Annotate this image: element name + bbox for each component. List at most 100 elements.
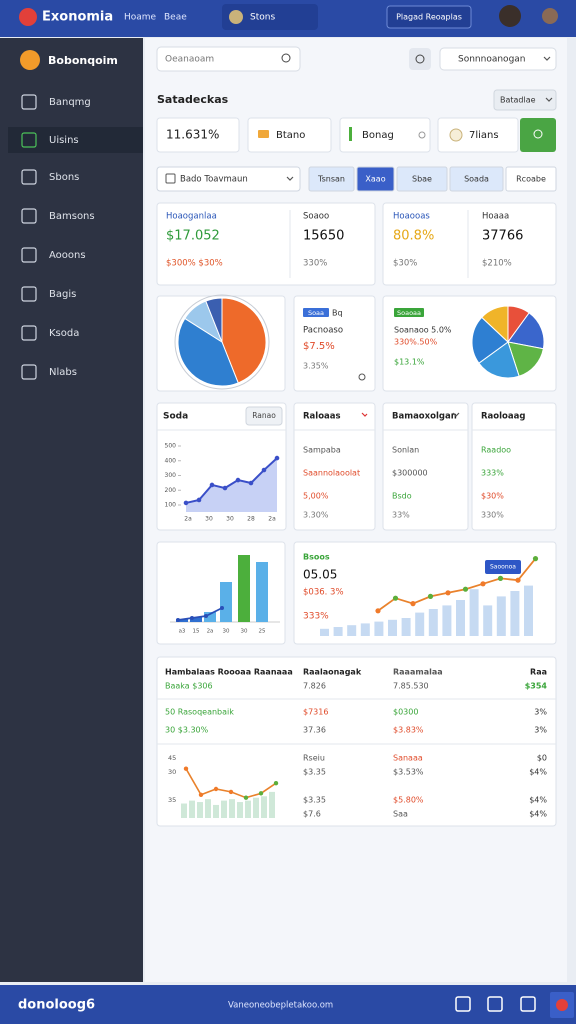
spark-label: 45 bbox=[168, 754, 176, 762]
cell: 333% bbox=[481, 469, 504, 478]
tab bbox=[356, 166, 395, 192]
cell: $0 bbox=[537, 754, 547, 763]
line bbox=[185, 457, 278, 504]
bar bbox=[190, 617, 202, 622]
point bbox=[497, 575, 504, 582]
menu-item[interactable]: Uisins bbox=[49, 135, 79, 146]
select bbox=[439, 47, 557, 71]
kpi-box bbox=[247, 117, 332, 153]
tab bbox=[505, 166, 557, 192]
menu-icon bbox=[21, 208, 37, 224]
bar bbox=[237, 802, 243, 818]
cell: Rseiu bbox=[303, 754, 325, 763]
bar bbox=[181, 803, 187, 818]
cell: 7.826 bbox=[303, 682, 326, 691]
tab-text[interactable]: Soada bbox=[464, 175, 489, 184]
column-head: Raoloaag bbox=[481, 412, 525, 422]
menu-item[interactable]: Bagis bbox=[49, 289, 76, 300]
select-text[interactable]: Sonnnoanogan bbox=[458, 55, 526, 65]
badge-text: Soaa bbox=[308, 309, 324, 317]
cell: Hambalaas Roooaa Raanaaa bbox=[165, 668, 293, 677]
card bbox=[382, 402, 469, 531]
y-tick-label: 300 bbox=[165, 472, 177, 479]
logo: Exonomia bbox=[42, 10, 113, 25]
point bbox=[228, 789, 234, 795]
menu-icon bbox=[21, 94, 37, 110]
badge bbox=[394, 308, 424, 317]
stat-label: Hoaaa bbox=[482, 212, 509, 222]
search-button bbox=[520, 118, 556, 152]
nav-link[interactable]: Beae bbox=[164, 13, 187, 23]
point bbox=[462, 586, 469, 592]
cell: 37.36 bbox=[303, 726, 326, 735]
cell: $300000 bbox=[392, 469, 428, 478]
x-tick-label: a3 bbox=[179, 629, 186, 635]
bar bbox=[245, 800, 251, 818]
icon-button bbox=[409, 48, 431, 70]
chart-button-text[interactable]: Ranao bbox=[252, 411, 276, 420]
footer-bar bbox=[0, 985, 576, 1024]
stat-sub: 330% bbox=[303, 259, 327, 269]
bar bbox=[483, 605, 493, 636]
stat-label: Hoaoganlaa bbox=[166, 212, 217, 222]
combo-sub: $036. 3% bbox=[303, 588, 344, 598]
menu-item[interactable]: Sbons bbox=[49, 172, 79, 183]
bar bbox=[229, 799, 235, 818]
nav-link[interactable]: Hoame bbox=[124, 13, 157, 23]
avatar bbox=[499, 5, 521, 27]
chart-button bbox=[245, 406, 283, 426]
cell: Saa bbox=[393, 810, 408, 819]
tab-text[interactable]: Sbae bbox=[412, 175, 432, 184]
menu-item[interactable]: Ksoda bbox=[49, 328, 79, 339]
cell: 3% bbox=[534, 708, 547, 717]
footer-icon[interactable] bbox=[455, 996, 471, 1012]
search-placeholder[interactable]: Oeanaoam bbox=[165, 55, 214, 65]
menu-item[interactable]: Nlabs bbox=[49, 367, 77, 378]
chevron bbox=[452, 412, 460, 417]
search-text[interactable]: Stons bbox=[250, 13, 275, 23]
cell: $0300 bbox=[393, 708, 418, 717]
bar bbox=[221, 800, 227, 818]
point bbox=[243, 795, 249, 800]
tab-text[interactable]: Tsnsan bbox=[317, 175, 345, 184]
bar bbox=[415, 612, 425, 636]
sidebar bbox=[0, 38, 143, 982]
tab bbox=[308, 166, 355, 192]
top-button-text[interactable]: Plagad Reoaplas bbox=[396, 13, 462, 22]
search-box bbox=[156, 46, 301, 72]
kpi-box bbox=[339, 117, 431, 153]
search-pill bbox=[222, 4, 318, 30]
cell: Raaamalaa bbox=[393, 668, 443, 677]
select-text[interactable]: Batadlae bbox=[500, 96, 536, 105]
cell: $3.53% bbox=[393, 768, 424, 777]
cell: 5,00% bbox=[303, 492, 329, 501]
menu-item[interactable]: Banqmg bbox=[49, 97, 91, 108]
card-line: Pacnoaso bbox=[303, 326, 343, 336]
footer-text: Vaneoneobepletakoo.om bbox=[228, 1001, 333, 1011]
point bbox=[222, 485, 228, 491]
filter-select bbox=[156, 166, 301, 192]
logo-icon bbox=[19, 8, 37, 26]
pie-ring bbox=[174, 294, 270, 390]
tab-text[interactable]: Rcoabe bbox=[516, 175, 546, 184]
bar bbox=[204, 612, 216, 622]
stat-label: Soaoo bbox=[303, 212, 329, 222]
filter-text[interactable]: Bado Toavmaun bbox=[180, 175, 248, 185]
x-tick-label: 30 bbox=[205, 516, 213, 523]
footer-icon[interactable] bbox=[520, 996, 536, 1012]
cell: Sampaba bbox=[303, 446, 341, 455]
x-tick-label: 30 bbox=[226, 516, 234, 523]
card-icon bbox=[358, 373, 366, 381]
column-head: Raloaas bbox=[303, 412, 341, 422]
card bbox=[156, 656, 557, 827]
bar bbox=[442, 605, 452, 636]
x-tick-label: 28 bbox=[247, 516, 255, 523]
tab-text[interactable]: Xaao bbox=[365, 175, 385, 184]
menu-icon bbox=[21, 286, 37, 302]
cell: $7.6 bbox=[303, 810, 321, 819]
footer-icon[interactable] bbox=[487, 996, 503, 1012]
tab bbox=[449, 166, 504, 192]
menu-item[interactable]: Bamsons bbox=[49, 211, 95, 222]
menu-item[interactable]: Aooons bbox=[49, 250, 86, 261]
